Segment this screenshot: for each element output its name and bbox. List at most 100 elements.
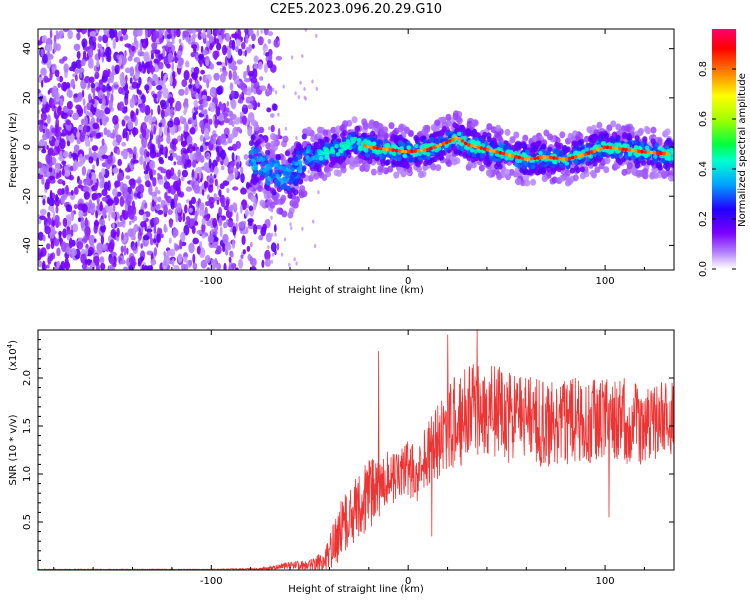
noise-blob [240,166,244,174]
noise-blob [76,130,80,139]
noise-blob [232,70,238,82]
ridge-cell [588,154,593,159]
noise-blob [202,49,208,56]
noise-blob [257,102,260,108]
noise-blob [144,84,150,91]
ridge-cell [281,165,287,171]
noise-blob [126,247,129,255]
noise-blob [283,237,287,242]
noise-blob [56,260,60,268]
ridge-cell [351,144,357,150]
noise-blob [96,60,100,68]
ridge-cell [463,145,469,150]
noise-blob [160,102,167,110]
ridge-cell [322,129,329,137]
noise-blob [222,44,227,56]
noise-blob [265,232,272,243]
noise-blob [231,263,235,270]
noise-blob [39,215,46,220]
noise-blob [194,79,200,89]
ridge-core [508,153,512,157]
ridge-core [498,151,503,155]
ridge-cell [293,156,299,162]
noise-blob [167,126,170,133]
ridge-core [621,147,625,152]
ridge-core [366,145,370,149]
noise-blob [42,145,46,151]
snr-y-tick-label: 2.0 [22,370,33,386]
noise-blob [38,109,41,114]
ridge-cell [575,167,581,174]
noise-blob [109,266,116,270]
noise-blob [68,237,73,249]
ridge-cell [339,124,346,132]
noise-blob [38,119,45,126]
noise-blob [47,148,54,156]
ridge-cell [611,137,616,143]
noise-blob [270,124,275,133]
ridge-cell [558,151,564,157]
ridge-cell [460,146,465,152]
noise-blob [199,76,202,81]
noise-blob [91,145,99,152]
snr-x-tick-label: 100 [596,576,615,587]
noise-blob [104,107,111,115]
noise-blob [195,92,199,100]
ridge-cell [633,145,639,150]
ridge-cell [634,135,640,142]
ridge-cell [627,135,633,141]
noise-blob [120,245,124,253]
noise-blob [112,222,115,229]
noise-blob [155,152,162,158]
noise-blob [80,29,88,34]
noise-blob [62,180,66,186]
ridge-cell [397,166,403,174]
noise-blob [226,176,233,182]
ridge-cell [485,160,491,167]
noise-blob [139,155,144,165]
ridge-cell [413,135,419,141]
noise-blob [142,213,147,221]
noise-blob [223,205,229,211]
noise-blob [248,205,254,211]
noise-blob [114,180,121,188]
noise-blob [313,244,317,248]
noise-blob [186,135,193,144]
noise-blob [156,233,162,243]
noise-blob [181,79,188,88]
noise-blob [181,241,187,247]
noise-blob [199,202,205,211]
noise-blob [141,202,145,211]
ridge-core [514,155,518,159]
noise-blob [184,86,189,96]
noise-blob [71,223,79,233]
noise-blob [204,180,207,190]
noise-blob [216,199,220,205]
noise-blob [213,236,219,242]
noise-blob [173,161,177,166]
noise-blob [198,104,204,111]
noise-blob [129,220,132,226]
noise-blob [196,88,201,94]
ridge-cell [313,172,320,180]
noise-blob [138,98,143,105]
noise-blob [129,149,134,155]
noise-blob [106,90,110,100]
ridge-core [407,150,411,154]
noise-blob [120,55,127,66]
ridge-cell [282,176,287,181]
noise-blob [131,45,136,52]
ridge-cell [385,159,391,166]
noise-blob [235,212,239,223]
noise-blob [268,53,273,62]
noise-blob [78,210,84,219]
ridge-cell [489,151,494,157]
noise-blob [95,29,99,34]
noise-blob [119,73,123,83]
ridge-cell [418,171,424,179]
noise-blob [182,30,189,38]
ridge-cell [356,137,362,143]
snr-multiplier-base: (x10 [8,348,19,371]
ridge-cell [555,149,560,156]
ridge-cell [313,155,318,160]
